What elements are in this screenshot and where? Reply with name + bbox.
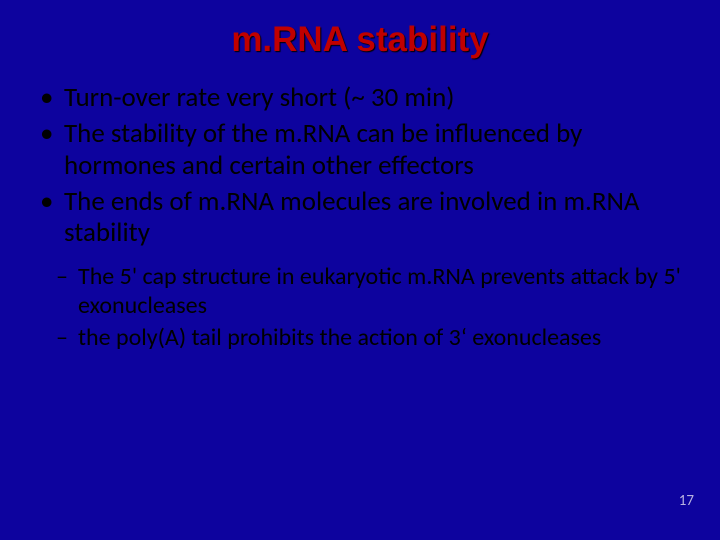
sub-bullet-item: The 5' cap structure in eukaryotic m.RNA…: [56, 263, 686, 320]
page-number: 17: [679, 492, 694, 510]
sub-bullet-list: The 5' cap structure in eukaryotic m.RNA…: [56, 263, 686, 352]
slide-title: m.RNA stability: [34, 20, 686, 60]
bullet-list: Turn-over rate very short (~ 30 min) The…: [34, 82, 686, 249]
sub-bullet-item: the poly(A) tail prohibits the action of…: [56, 324, 686, 352]
bullet-item: The ends of m.RNA molecules are involved…: [40, 186, 680, 250]
slide: m.RNA stability Turn-over rate very shor…: [0, 0, 720, 540]
bullet-item: Turn-over rate very short (~ 30 min): [40, 82, 680, 114]
bullet-item: The stability of the m.RNA can be influe…: [40, 118, 680, 182]
